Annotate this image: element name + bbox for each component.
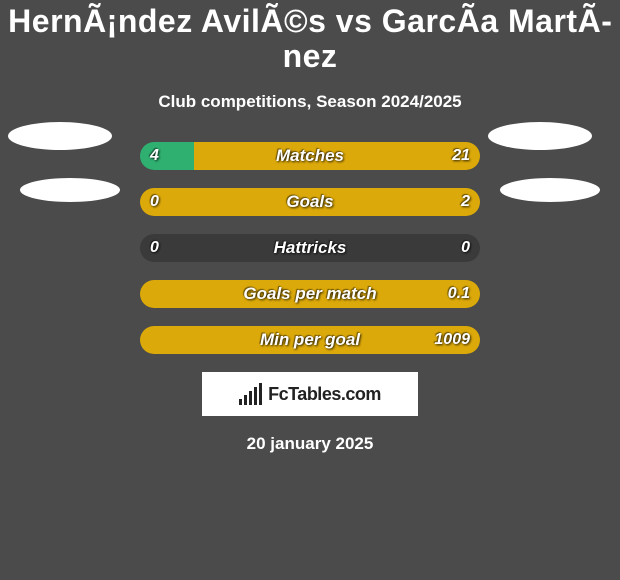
stat-row: Goals per match0.1 (0, 280, 620, 308)
stat-label: Hattricks (140, 234, 480, 262)
source-logo: FcTables.com (202, 372, 418, 416)
stat-value-right: 0 (461, 234, 470, 262)
stat-value-right: 1009 (434, 326, 470, 354)
page-title: HernÃ¡ndez AvilÃ©s vs GarcÃ­a MartÃ­nez (0, 4, 620, 74)
stat-value-left: 4 (150, 142, 159, 170)
stats-container: Matches421Goals02Hattricks00Goals per ma… (0, 142, 620, 354)
stat-label: Min per goal (140, 326, 480, 354)
stat-label: Matches (140, 142, 480, 170)
stat-value-left: 0 (150, 188, 159, 216)
stat-value-right: 2 (461, 188, 470, 216)
stat-row: Matches4 21 (0, 142, 620, 170)
stat-value-right: 21 (452, 142, 470, 170)
logo-bars-icon (239, 383, 262, 405)
page-subtitle: Club competitions, Season 2024/2025 (0, 92, 620, 112)
report-date: 20 january 2025 (0, 434, 620, 454)
stat-label: Goals per match (140, 280, 480, 308)
stat-row: Goals0 2 (0, 188, 620, 216)
stat-label: Goals (140, 188, 480, 216)
stat-row: Hattricks0 0 (0, 234, 620, 262)
logo-text: FcTables.com (268, 384, 381, 405)
stat-row: Min per goal1009 (0, 326, 620, 354)
stat-value-left: 0 (150, 234, 159, 262)
comparison-infographic: HernÃ¡ndez AvilÃ©s vs GarcÃ­a MartÃ­nez … (0, 0, 620, 580)
stat-value-right: 0.1 (448, 280, 470, 308)
